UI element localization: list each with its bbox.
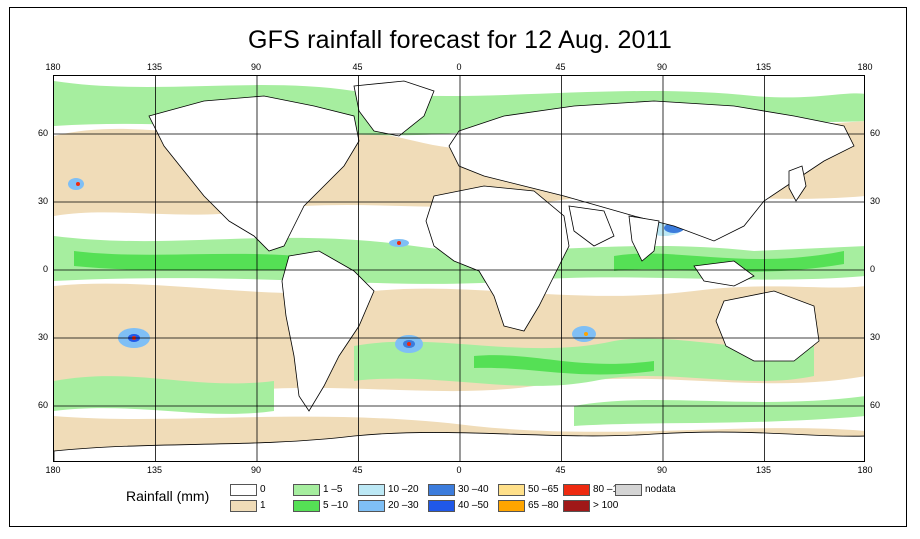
longitude-label: 90 [656,465,667,475]
longitude-label: 45 [352,465,363,475]
latitude-label: 30 [870,196,881,206]
longitude-label: 135 [755,62,772,72]
rainfall-map [53,75,865,462]
legend-label: 50 –65 [528,484,559,495]
longitude-label: 90 [250,465,261,475]
longitude-label: 45 [555,62,566,72]
legend-swatch [358,484,385,496]
longitude-label: 135 [755,465,772,475]
latitude-label: 30 [870,332,881,342]
legend-label: 30 –40 [458,484,489,495]
longitude-label: 90 [250,62,261,72]
latitude-label: 0 [42,264,48,274]
legend-swatch [498,500,525,512]
legend-label: 80 –100 [593,484,630,495]
legend-label: 1 –5 [323,484,343,495]
latitude-label: 60 [870,400,881,410]
legend-label: 1 [260,500,266,511]
continent-outlines [54,80,864,461]
longitude-label: 0 [456,62,462,72]
legend-swatch [358,500,385,512]
legend-label: 40 –50 [458,500,489,511]
latitude-label: 60 [37,128,48,138]
longitude-label: 135 [146,465,163,475]
legend-swatch [428,500,455,512]
map-title: GFS rainfall forecast for 12 Aug. 2011 [247,26,673,54]
legend-swatch [293,500,320,512]
legend-label: 20 –30 [388,500,419,511]
legend-swatch [563,500,590,512]
latitude-label: 30 [37,332,48,342]
legend-swatch [230,500,257,512]
longitude-label: 0 [456,465,462,475]
longitude-label: 180 [45,465,61,475]
legend-swatch [230,484,257,496]
latitude-label: 30 [37,196,48,206]
legend-swatch [293,484,320,496]
legend-label: 5 –10 [323,500,349,511]
longitude-label: 180 [857,465,873,475]
legend-swatch [428,484,455,496]
latitude-label: 60 [37,400,48,410]
legend-label: 0 [260,484,266,495]
longitude-label: 90 [656,62,667,72]
legend-swatch [498,484,525,496]
figure-frame [9,7,907,527]
legend-swatch [563,484,590,496]
longitude-label: 45 [352,62,363,72]
legend-label: nodata [645,484,676,495]
longitude-label: 180 [45,62,61,72]
longitude-label: 135 [146,62,163,72]
legend-label: 65 –80 [528,500,559,511]
legend-title: Rainfall (mm) [126,488,210,504]
legend-swatch [615,484,642,496]
legend-label: 10 –20 [388,484,419,495]
latitude-label: 0 [870,264,876,274]
longitude-label: 45 [555,465,566,475]
legend-label: > 100 [593,500,619,511]
longitude-label: 180 [857,62,873,72]
map-graphic [54,76,864,461]
graticule [54,76,864,461]
latitude-label: 60 [870,128,881,138]
